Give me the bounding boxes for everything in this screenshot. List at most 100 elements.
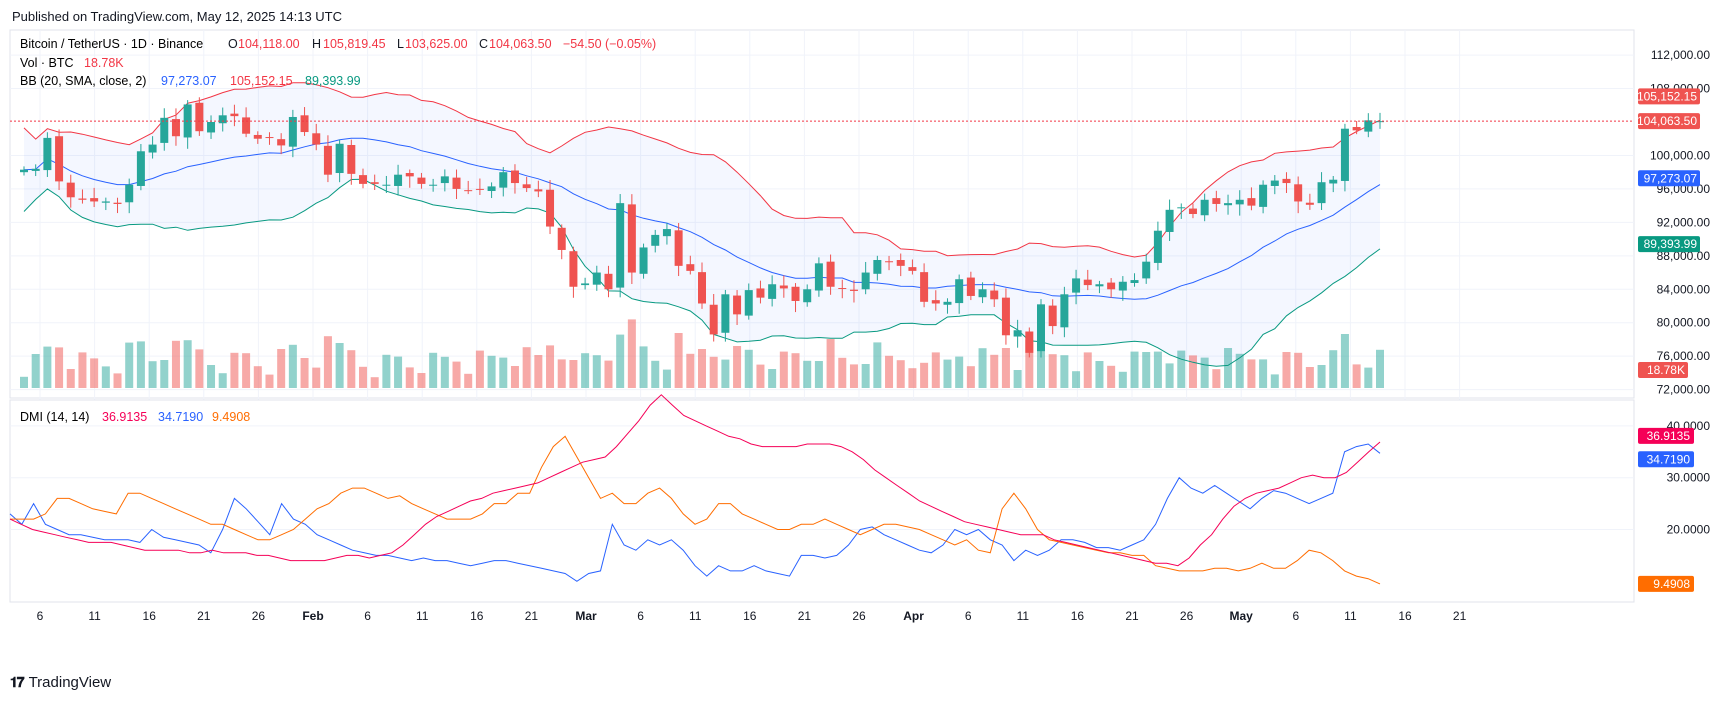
- legend-dmi-minus: 9.4908: [212, 410, 250, 424]
- candle-body: [1270, 180, 1279, 186]
- volume-bar: [370, 377, 379, 388]
- time-axis[interactable]: 6 11 16 21 26 Feb 6 11 16 21 Mar 6 11 16 21 26 Apr 6 11 16 2…: [37, 609, 1467, 623]
- candle-body: [943, 301, 952, 305]
- volume-bar: [861, 364, 870, 388]
- candle-body: [873, 260, 882, 274]
- volume-tag: [1638, 362, 1688, 378]
- volume-bar: [1376, 349, 1384, 388]
- main-pane[interactable]: [9, 29, 1635, 399]
- volume-bar: [171, 340, 180, 388]
- price-axis[interactable]: 112,000.00108,000.00100,000.0096,000.009…: [1637, 48, 1710, 397]
- volume-bar: [218, 373, 227, 388]
- volume-bar: [1235, 353, 1244, 388]
- volume-bar: [1364, 367, 1373, 388]
- volume-bar: [1048, 354, 1057, 388]
- tradingview-logo-icon: 𝟏𝟕: [10, 674, 25, 691]
- volume-bar: [686, 353, 695, 388]
- candle-body: [522, 184, 531, 189]
- volume-bar: [569, 360, 578, 388]
- candle-body: [1153, 230, 1162, 263]
- volume-bar: [1352, 364, 1361, 388]
- volume-bar: [90, 358, 99, 388]
- candle-body: [1200, 199, 1209, 216]
- price-tag: [1638, 236, 1700, 253]
- tradingview-footer[interactable]: 𝟏𝟕 TradingView: [10, 674, 111, 691]
- volume-bar: [1072, 371, 1081, 388]
- candle-body: [253, 134, 262, 139]
- legend-vol-label: Vol · BTC: [20, 56, 74, 70]
- price-tag: [1638, 170, 1700, 187]
- candle-body: [277, 139, 286, 146]
- time-tick-label: 6: [364, 609, 371, 623]
- candle-body: [733, 295, 742, 315]
- legend-open: 104,118.00: [238, 37, 300, 51]
- time-tick-label: 26: [1180, 609, 1194, 623]
- chart-canvas[interactable]: 112,000.00108,000.00100,000.0096,000.009…: [0, 28, 1734, 668]
- volume-tag-label: 18.78K: [1647, 363, 1685, 377]
- footer-brand: TradingView: [28, 674, 112, 691]
- time-tick-label: Feb: [302, 609, 323, 623]
- legend-bb-lower: 89,393.99: [305, 74, 361, 88]
- volume-bar: [300, 358, 309, 388]
- candlesticks[interactable]: [20, 97, 1384, 358]
- time-tick-label: 16: [1398, 609, 1412, 623]
- volume-bar: [639, 346, 648, 388]
- candle-body: [510, 170, 519, 184]
- candle-body: [148, 144, 157, 153]
- candle-body: [662, 229, 671, 237]
- volume-bar: [814, 361, 823, 388]
- bb-fill-area: [24, 82, 1380, 367]
- candle-body: [113, 202, 122, 204]
- candle-body: [931, 300, 940, 304]
- dmi-pane[interactable]: [9, 399, 1635, 603]
- candle-body: [1083, 279, 1092, 286]
- volume-bar: [1340, 334, 1349, 388]
- volume-bar: [849, 364, 858, 388]
- dmi-lines: [9, 394, 1381, 585]
- dmi-tick-label: 20.0000: [1667, 522, 1711, 536]
- volume-bar: [733, 346, 742, 388]
- time-tick-label: 16: [743, 609, 757, 623]
- price-tag: [1638, 113, 1700, 130]
- volume-bar: [1001, 348, 1010, 388]
- volume-bar: [709, 356, 718, 388]
- volume-bar: [931, 352, 940, 388]
- candle-body: [323, 145, 332, 175]
- time-tick-label: 21: [798, 609, 812, 623]
- candle-body: [978, 289, 987, 298]
- candle-body: [686, 264, 695, 271]
- volume-bar: [452, 361, 461, 388]
- dmi-axis[interactable]: 40.000030.000020.000036.913534.71909.490…: [1638, 419, 1710, 592]
- volume-bar: [1095, 361, 1104, 388]
- candle-body: [1188, 208, 1197, 214]
- candle-body: [1212, 198, 1221, 204]
- candle-body: [1107, 282, 1116, 290]
- candle-body: [195, 102, 204, 132]
- candle-body: [31, 168, 40, 171]
- volume-bar: [417, 373, 426, 388]
- legend-bb-basis: 97,273.07: [161, 74, 217, 88]
- volume-bar: [1212, 369, 1221, 388]
- legend-bb-upper: 105,152.15: [230, 74, 293, 88]
- price-tag-label: 104,063.50: [1637, 114, 1697, 128]
- volume-bar: [651, 360, 660, 388]
- price-tick-label: 100,000.00: [1650, 148, 1710, 162]
- price-tick-label: 112,000.00: [1651, 48, 1710, 62]
- volume-bar: [698, 349, 706, 388]
- legend-low: 103,625.00: [405, 37, 468, 51]
- volume-bar: [1177, 350, 1186, 388]
- candle-body: [1364, 120, 1373, 132]
- volume-bar: [674, 333, 683, 388]
- candle-body: [464, 190, 473, 192]
- volume-bar: [627, 319, 636, 388]
- volume-bar: [405, 367, 414, 388]
- volume-bar: [592, 355, 601, 388]
- dmi-tag-label: 9.4908: [1653, 577, 1690, 591]
- candle-body: [347, 145, 356, 174]
- candle-body: [1305, 202, 1314, 205]
- candle-body: [557, 227, 566, 250]
- candle-body: [1247, 198, 1256, 206]
- candle-body: [288, 116, 297, 147]
- candle-body: [1317, 182, 1326, 204]
- volume-bar: [288, 344, 297, 388]
